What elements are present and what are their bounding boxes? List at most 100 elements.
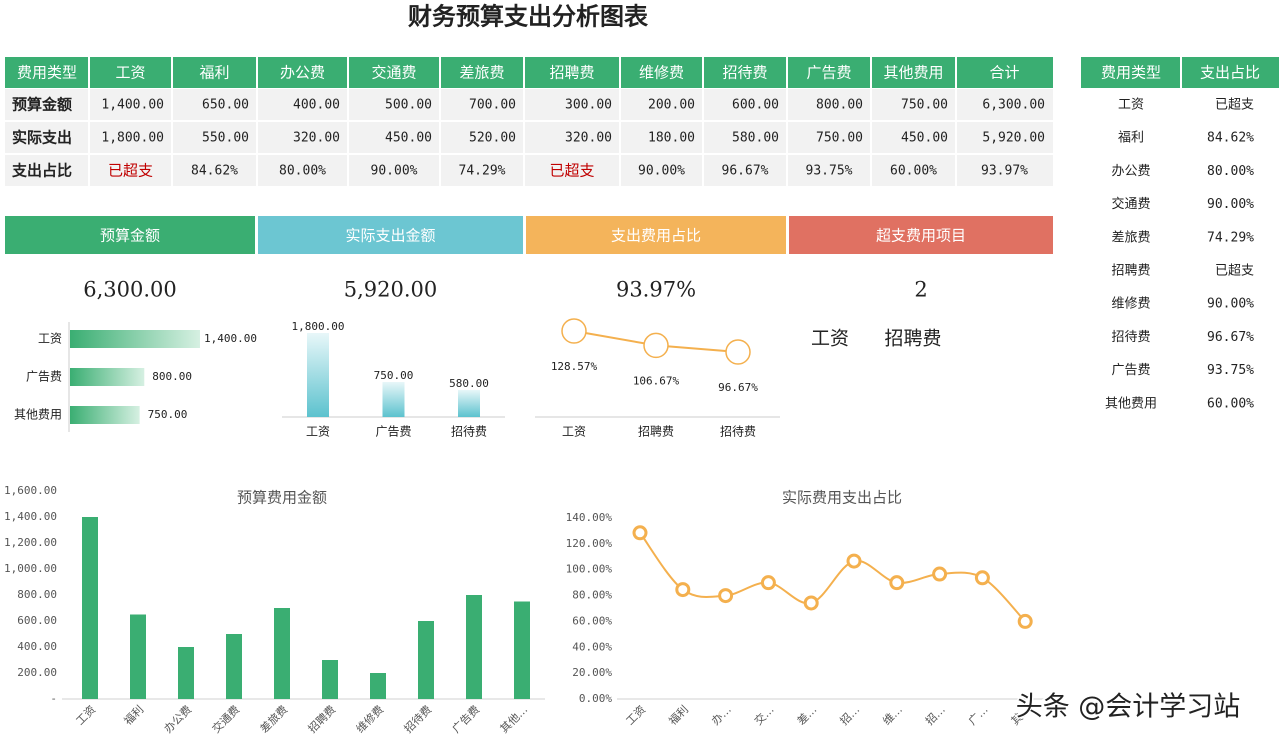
- point: [561, 318, 587, 344]
- table-cell: 580.00: [732, 131, 779, 146]
- kpi-value: 6,300.00: [83, 278, 177, 302]
- x-tick-label: 维…: [880, 703, 905, 728]
- side-header-cell: 支出占比: [1200, 64, 1260, 82]
- y-tick-label: 100.00%: [566, 563, 613, 576]
- value-label: 96.67%: [718, 381, 758, 394]
- value-label: 750.00: [148, 408, 188, 421]
- point: [760, 575, 776, 591]
- x-tick-label: 招聘费: [305, 702, 338, 735]
- bar: [70, 330, 200, 348]
- bar: [418, 621, 434, 699]
- bar: [178, 647, 194, 699]
- bar: [466, 595, 482, 699]
- side-cell: 60.00%: [1207, 396, 1254, 411]
- y-tick-label: 20.00%: [572, 666, 612, 679]
- table-row-bg: [5, 122, 1053, 153]
- bar: [307, 333, 329, 417]
- bar: [226, 634, 242, 699]
- kpi-card: [789, 216, 1053, 254]
- value-label: 750.00: [374, 369, 414, 382]
- bar: [514, 601, 530, 699]
- point: [974, 570, 990, 586]
- point: [643, 332, 669, 359]
- x-tick-label: 差旅费: [257, 702, 290, 735]
- y-tick-label: 200.00: [17, 666, 57, 679]
- kpi-label: 实际支出金额: [345, 227, 435, 245]
- table-cell: 84.62%: [191, 164, 238, 179]
- value-label: 106.67%: [633, 374, 680, 387]
- side-header-cell: 费用类型: [1101, 64, 1161, 82]
- category-label: 招待费: [451, 425, 487, 439]
- table-cell: 750.00: [816, 131, 863, 146]
- table-header-cell: 福利: [199, 64, 229, 82]
- table-cell: 74.29%: [459, 164, 506, 179]
- bar: [130, 614, 146, 699]
- point: [632, 525, 648, 541]
- table-cell: 300.00: [565, 98, 612, 113]
- table-cell: 5,920.00: [982, 131, 1045, 146]
- point: [1017, 613, 1033, 629]
- bar: [322, 660, 338, 699]
- kpi-value: 2: [914, 278, 927, 302]
- bar: [274, 608, 290, 699]
- bar: [458, 389, 480, 417]
- over-item: 招聘费: [884, 328, 941, 350]
- kpi-value: 5,920.00: [344, 278, 438, 302]
- kpi-card: [258, 216, 523, 254]
- table-cell: 200.00: [648, 98, 695, 113]
- side-cell: 其他费用: [1105, 396, 1157, 411]
- x-tick-label: 办公费: [162, 703, 195, 736]
- x-tick-label: 招…: [922, 702, 947, 727]
- bar: [382, 382, 405, 417]
- side-cell: 招待费: [1111, 330, 1150, 345]
- table-cell: 180.00: [648, 131, 695, 146]
- table-cell: 90.00%: [371, 164, 418, 179]
- value-label: 1,800.00: [292, 320, 345, 333]
- table-cell: 90.00%: [638, 164, 685, 179]
- side-cell: 交通费: [1111, 196, 1150, 212]
- point: [846, 553, 862, 569]
- side-cell: 93.75%: [1207, 363, 1254, 378]
- table-cell: 520.00: [469, 131, 516, 146]
- y-tick-label: 1,600.00: [4, 484, 57, 497]
- page-title: 财务预算支出分析图表: [408, 2, 649, 31]
- point: [718, 588, 734, 604]
- y-tick-label: 400.00: [17, 640, 57, 653]
- side-cell: 广告费: [1111, 363, 1150, 378]
- side-cell: 已超支: [1215, 264, 1254, 279]
- table-header-cell: 交通费: [371, 64, 416, 82]
- table-cell: 1,400.00: [101, 98, 164, 113]
- side-cell: 74.29%: [1207, 230, 1254, 245]
- kpi-label: 支出费用占比: [611, 227, 701, 245]
- bar: [82, 517, 98, 699]
- over-budget: 已超支: [549, 162, 594, 180]
- side-cell: 90.00%: [1207, 197, 1254, 212]
- y-tick-label: -: [50, 692, 57, 705]
- side-cell: 90.00%: [1207, 297, 1254, 312]
- table-header-cell: 办公费: [280, 64, 325, 82]
- x-tick-label: 工资: [73, 703, 98, 728]
- side-cell: 差旅费: [1111, 230, 1150, 245]
- side-cell: 96.67%: [1207, 330, 1254, 345]
- x-tick-label: 工资: [623, 703, 648, 728]
- table-cell: 750.00: [901, 98, 948, 113]
- x-tick-label: 福利: [121, 702, 146, 727]
- x-tick-label: 招待费: [401, 702, 434, 735]
- line: [639, 532, 1026, 623]
- row-label: 支出占比: [11, 162, 72, 180]
- row-label: 预算金额: [12, 96, 72, 114]
- y-tick-label: 60.00%: [572, 614, 612, 627]
- kpi-card: [5, 216, 255, 254]
- chart-title: 预算费用金额: [237, 489, 327, 507]
- point: [725, 339, 751, 365]
- point: [889, 575, 905, 591]
- kpi-card: [526, 216, 786, 254]
- point: [675, 582, 691, 598]
- table-cell: 96.67%: [722, 164, 769, 179]
- category-label: 招待费: [720, 425, 756, 439]
- category-label: 工资: [38, 332, 62, 346]
- table-cell: 1,800.00: [101, 131, 164, 146]
- kpi-label: 超支费用项目: [876, 227, 966, 245]
